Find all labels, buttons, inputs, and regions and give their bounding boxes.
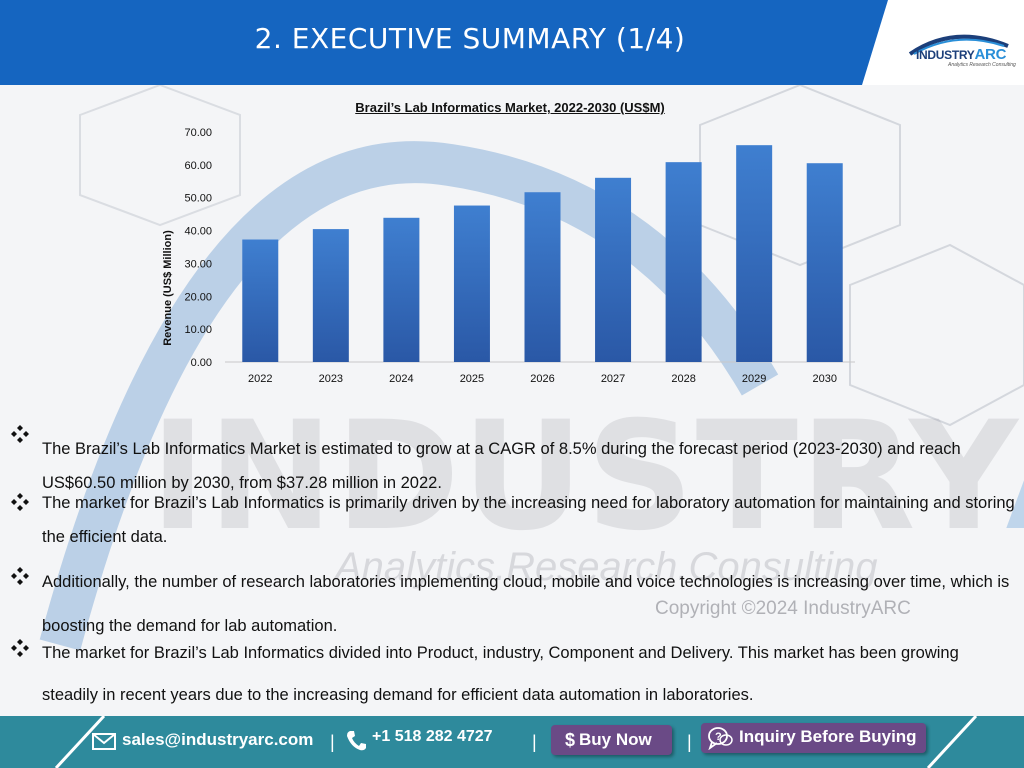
industryarc-logo[interactable]: INDUSTRYARC Analytics Research Consultin…	[904, 24, 1016, 70]
x-tick-label: 2025	[460, 373, 484, 385]
x-tick-label: 2026	[530, 373, 554, 385]
logo-tagline: Analytics Research Consulting	[948, 62, 1016, 68]
bar-2030	[806, 163, 843, 362]
bar-2026	[524, 192, 561, 362]
bullet-text: The market for Brazil’s Lab Informatics …	[42, 494, 1015, 546]
bar-2029	[736, 145, 773, 362]
x-tick-label: 2027	[601, 373, 625, 385]
watermark-logo-text: INDUSTRYARC	[150, 390, 1024, 564]
logo-swoosh-icon	[908, 34, 1009, 56]
bar-2022	[242, 239, 279, 362]
bar-2025	[453, 205, 490, 362]
y-tick-label: 60.00	[184, 160, 212, 172]
svg-text:?: ?	[715, 731, 722, 743]
y-tick-label: 30.00	[184, 258, 212, 270]
buy-now-button[interactable]: $ Buy Now	[551, 725, 672, 755]
revenue-bar-chart: Brazil’s Lab Informatics Market, 2022-20…	[150, 92, 870, 402]
diamond-bullet-icon	[11, 493, 29, 511]
chart-plot-area: 70.00 60.00 50.00 40.00 30.00 20.00 10.00 0.00 2…	[184, 127, 855, 385]
envelope-icon	[92, 733, 116, 750]
watermark-tagline: Analytics.Research.Consulting	[335, 545, 878, 589]
bar-2027	[595, 177, 632, 362]
diamond-bullet-icon	[11, 567, 29, 585]
chat-question-icon: ?	[708, 727, 733, 750]
header-bar: 2. EXECUTIVE SUMMARY (1/4) INDUSTRYARC A…	[0, 0, 1024, 85]
y-tick-label: 0.00	[191, 357, 212, 369]
x-tick-label: 2024	[389, 373, 413, 385]
y-tick-label: 40.00	[184, 226, 212, 238]
x-tick-label: 2030	[812, 373, 836, 385]
inquiry-before-buying-button[interactable]: ? Inquiry Before Buying	[701, 723, 926, 753]
footer-separator: |	[687, 732, 692, 752]
bar-2028	[665, 162, 702, 362]
phone-icon	[347, 731, 366, 751]
footer-bar: sales@industryarc.com | +1 518 282 4727 …	[0, 716, 1024, 768]
inquiry-label: Inquiry Before Buying	[739, 727, 917, 746]
footer-email-text: sales@industryarc.com	[122, 730, 314, 749]
bullet-text: The market for Brazil’s Lab Informatics …	[42, 644, 959, 704]
footer-separator: |	[330, 732, 335, 752]
chart-title: Brazil’s Lab Informatics Market, 2022-20…	[355, 100, 665, 115]
y-tick-label: 20.00	[184, 291, 212, 303]
y-tick-label: 70.00	[184, 127, 212, 139]
x-tick-label: 2028	[671, 373, 695, 385]
watermark-copyright: Copyright ©2024 IndustryARC	[655, 598, 911, 619]
x-tick-label: 2022	[248, 373, 272, 385]
footer-phone-text: +1 518 282 4727	[372, 728, 493, 745]
page-title: 2. EXECUTIVE SUMMARY (1/4)	[254, 22, 686, 55]
bar-2024	[383, 217, 420, 362]
diamond-bullet-icon	[11, 639, 29, 657]
y-tick-label: 50.00	[184, 193, 212, 205]
buy-now-label: Buy Now	[579, 730, 652, 749]
footer-separator: |	[532, 732, 537, 752]
x-tick-label: 2023	[319, 373, 343, 385]
header-band	[0, 0, 888, 85]
diamond-bullet-icon	[11, 425, 29, 443]
bullet-text: The Brazil’s Lab Informatics Market is e…	[42, 440, 961, 492]
dollar-icon: $	[565, 730, 576, 750]
bullet-text: Additionally, the number of research lab…	[42, 573, 1010, 635]
bar-2023	[312, 229, 349, 362]
x-tick-label: 2029	[742, 373, 766, 385]
y-tick-label: 10.00	[184, 324, 212, 336]
logo-wordmark: INDUSTRYARC	[916, 46, 1007, 63]
